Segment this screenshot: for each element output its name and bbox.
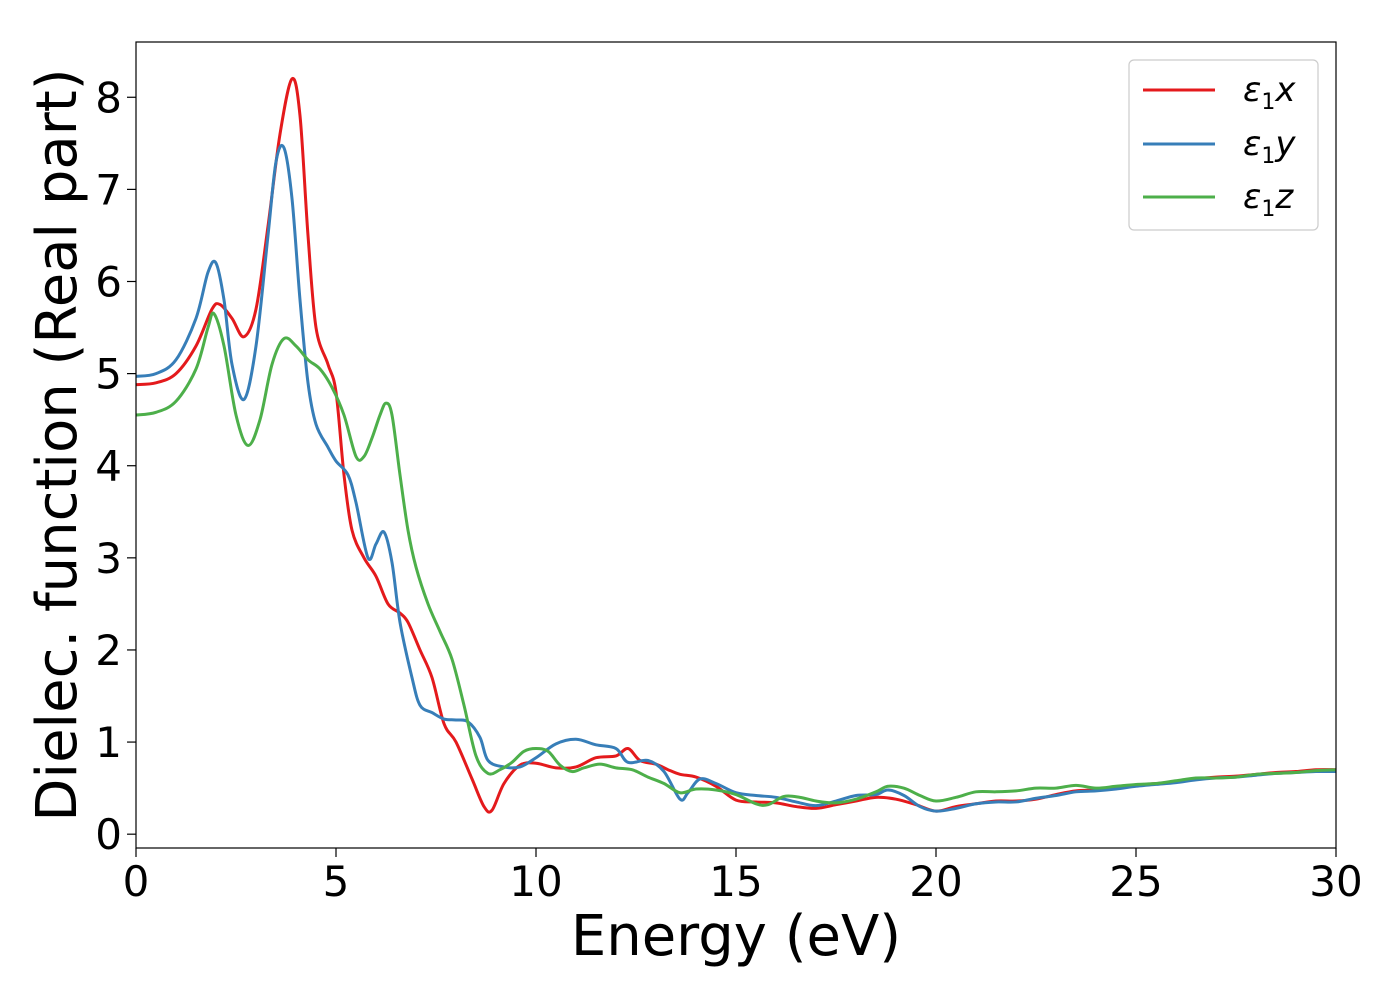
y-tick-label: 3 (95, 534, 122, 583)
x-axis: 0 5 10 15 20 25 30 (123, 848, 1363, 906)
legend-label-z: ε1z (1243, 177, 1294, 222)
y-tick-label: 1 (95, 718, 122, 767)
series-layer (136, 76, 1336, 814)
x-tick-label: 30 (1309, 857, 1362, 906)
y-tick-label: 8 (95, 73, 122, 122)
y-axis-label: Dielec. function (Real part) (25, 68, 90, 821)
series-line-z (136, 311, 1336, 807)
x-tick-label: 25 (1109, 857, 1162, 906)
x-tick-label: 15 (709, 857, 762, 906)
y-tick-label: 5 (95, 350, 122, 399)
legend-box (1128, 59, 1319, 231)
legend-entry-y: ε1y (1143, 124, 1296, 169)
y-tick-label: 6 (95, 257, 122, 306)
y-axis: 0 1 2 3 4 5 6 7 8 (95, 73, 136, 859)
legend-label-y: ε1y (1243, 124, 1296, 169)
y-tick-label: 4 (95, 442, 122, 491)
x-tick-label: 5 (323, 857, 350, 906)
series-line-y (136, 143, 1336, 813)
y-tick-label: 7 (95, 165, 122, 214)
x-axis-label: Energy (eV) (571, 904, 901, 969)
legend-entry-z: ε1z (1143, 177, 1294, 222)
y-tick-label: 2 (95, 626, 122, 675)
x-tick-label: 0 (123, 857, 150, 906)
legend: ε1x ε1y ε1z (1128, 59, 1319, 231)
y-tick-label: 0 (95, 810, 122, 859)
x-tick-label: 20 (909, 857, 962, 906)
legend-entry-x: ε1x (1143, 70, 1296, 115)
legend-label-x: ε1x (1243, 70, 1296, 115)
x-tick-label: 10 (509, 857, 562, 906)
